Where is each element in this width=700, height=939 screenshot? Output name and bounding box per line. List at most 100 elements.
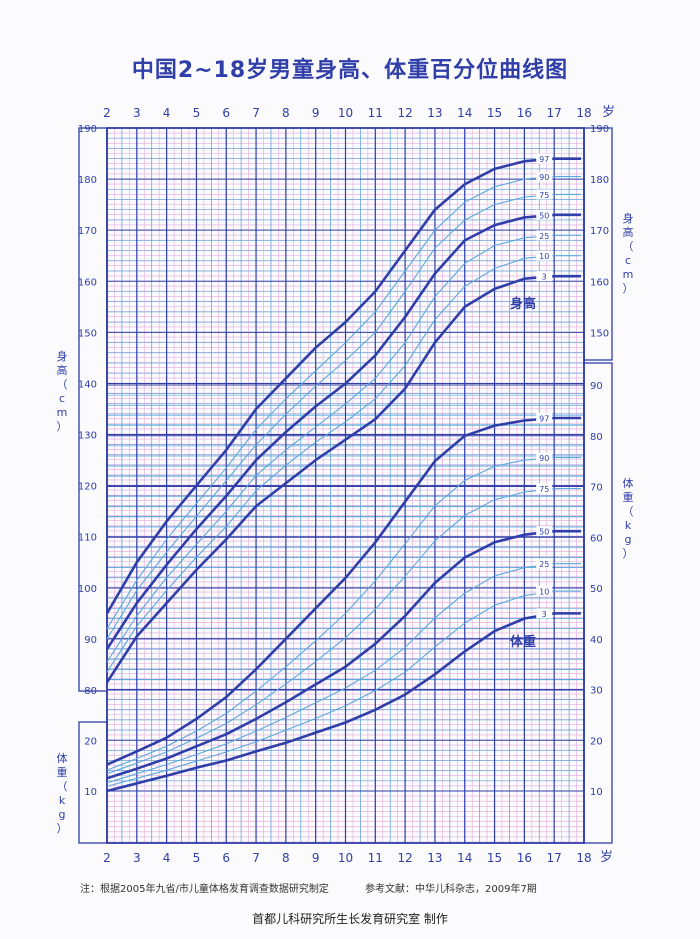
height-tick-left: 100 bbox=[78, 584, 97, 595]
height-curve-p75 bbox=[106, 193, 555, 640]
height-label-p10: 10 bbox=[539, 252, 549, 261]
chart-title: 中国2~18岁男童身高、体重百分位曲线图 bbox=[131, 58, 569, 83]
weight-axis-label-right: 体重（ k g） bbox=[623, 476, 634, 560]
weight-label-bg-p25 bbox=[536, 558, 553, 569]
x-unit-bottom: 岁 bbox=[600, 850, 613, 865]
height-label-bg-p97 bbox=[536, 153, 553, 164]
left-height-scale-box bbox=[78, 127, 108, 692]
weight-tick-left: 20 bbox=[84, 736, 97, 747]
height-tick-left: 140 bbox=[78, 379, 97, 390]
height-tick-left: 170 bbox=[78, 226, 97, 237]
weight-label-p97: 97 bbox=[539, 414, 549, 423]
x-tick-label-top: 10 bbox=[338, 106, 353, 120]
height-curve-p3 bbox=[105, 274, 555, 684]
height-tick-right: 150 bbox=[590, 328, 609, 339]
weight-tick-right: 30 bbox=[590, 686, 603, 697]
x-unit-top: 岁 bbox=[602, 105, 615, 120]
footnote-reference: 参考文献：中华儿科杂志，2009年7期 bbox=[365, 884, 537, 895]
x-tick-label-top: 7 bbox=[252, 106, 260, 120]
weight-tick-right: 50 bbox=[590, 584, 603, 595]
x-tick-label-bottom: 18 bbox=[576, 851, 591, 865]
weight-tick-left: 10 bbox=[84, 787, 97, 798]
x-tick-label-bottom: 10 bbox=[338, 851, 353, 865]
x-tick-label-bottom: 15 bbox=[487, 851, 502, 865]
x-tick-label-top: 11 bbox=[368, 106, 383, 120]
height-tick-left: 180 bbox=[78, 175, 97, 186]
weight-label-p10: 10 bbox=[539, 588, 549, 597]
weight-tick-right: 20 bbox=[590, 736, 603, 747]
height-label-p90: 90 bbox=[539, 173, 549, 182]
height-curves-label: 身高 bbox=[510, 296, 536, 312]
height-curve-p50 bbox=[105, 213, 555, 650]
x-tick-label-bottom: 8 bbox=[282, 851, 290, 865]
weight-tick-right: 40 bbox=[590, 635, 603, 646]
height-label-bg-p50 bbox=[536, 209, 553, 220]
height-tick-left: 110 bbox=[78, 533, 97, 544]
x-tick-label-bottom: 6 bbox=[222, 851, 230, 865]
height-tick-left: 190 bbox=[78, 124, 97, 135]
height-label-p3: 3 bbox=[542, 273, 547, 282]
height-label-bg-p90 bbox=[536, 171, 553, 182]
height-tick-left: 130 bbox=[78, 431, 97, 442]
height-label-p50: 50 bbox=[539, 211, 549, 220]
weight-curve-p97 bbox=[106, 416, 555, 766]
x-tick-label-top: 2 bbox=[103, 106, 111, 120]
x-tick-label-top: 8 bbox=[282, 106, 290, 120]
height-label-bg-p10 bbox=[536, 250, 553, 261]
height-tick-right: 170 bbox=[590, 226, 609, 237]
weight-tick-right: 10 bbox=[590, 787, 603, 798]
x-tick-label-bottom: 2 bbox=[103, 851, 111, 865]
weight-curves-label: 体重 bbox=[510, 634, 536, 650]
x-tick-label-top: 13 bbox=[427, 106, 442, 120]
weight-curve-p90 bbox=[106, 457, 555, 771]
x-tick-label-bottom: 12 bbox=[397, 851, 412, 865]
height-curve-p10 bbox=[106, 255, 555, 673]
weight-axis-label-left: 体重（ k g） bbox=[57, 751, 68, 835]
height-label-p75: 75 bbox=[539, 191, 549, 200]
weight-label-bg-p3 bbox=[536, 608, 553, 619]
weight-tick-right: 70 bbox=[590, 483, 603, 494]
x-tick-label-top: 5 bbox=[193, 106, 201, 120]
height-tick-right: 160 bbox=[590, 277, 609, 288]
x-tick-label-top: 9 bbox=[312, 106, 320, 120]
x-tick-label-bottom: 4 bbox=[163, 851, 171, 865]
weight-label-p25: 25 bbox=[539, 560, 549, 569]
height-tick-left: 150 bbox=[78, 328, 97, 339]
height-tick-right: 180 bbox=[590, 175, 609, 186]
right-weight-scale-box bbox=[583, 362, 613, 844]
x-tick-label-bottom: 11 bbox=[368, 851, 383, 865]
x-tick-label-top: 17 bbox=[547, 106, 562, 120]
height-curve-p90 bbox=[106, 175, 555, 629]
weight-curve-p50 bbox=[106, 529, 555, 780]
height-tick-left: 120 bbox=[78, 482, 97, 493]
x-tick-label-top: 4 bbox=[163, 106, 171, 120]
x-tick-label-top: 16 bbox=[517, 106, 532, 120]
weight-curve-p25 bbox=[106, 563, 555, 784]
weight-label-p75: 75 bbox=[539, 485, 549, 494]
x-tick-label-bottom: 3 bbox=[133, 851, 141, 865]
x-tick-label-top: 15 bbox=[487, 106, 502, 120]
x-tick-label-bottom: 5 bbox=[193, 851, 201, 865]
weight-label-bg-p50 bbox=[536, 526, 553, 537]
x-tick-label-top: 12 bbox=[397, 106, 412, 120]
height-label-bg-p3 bbox=[536, 271, 553, 282]
height-curve-p25 bbox=[106, 234, 555, 663]
x-tick-label-bottom: 14 bbox=[457, 851, 472, 865]
height-label-p25: 25 bbox=[539, 232, 549, 241]
x-tick-label-top: 3 bbox=[133, 106, 141, 120]
height-label-p97: 97 bbox=[539, 155, 549, 164]
weight-label-bg-p10 bbox=[536, 586, 553, 597]
x-tick-label-top: 14 bbox=[457, 106, 472, 120]
weight-label-bg-p97 bbox=[536, 412, 553, 423]
x-tick-label-top: 6 bbox=[222, 106, 230, 120]
weight-curve-p3 bbox=[106, 612, 555, 793]
footnote-source: 注：根据2005年九省/市儿童体格发育调查数据研究制定 bbox=[80, 884, 329, 895]
x-tick-label-bottom: 16 bbox=[517, 851, 532, 865]
x-tick-label-bottom: 9 bbox=[312, 851, 320, 865]
weight-label-p90: 90 bbox=[539, 454, 549, 463]
weight-curve-p10 bbox=[106, 590, 555, 787]
weight-curve-p75 bbox=[106, 487, 555, 775]
height-tick-right: 190 bbox=[590, 124, 609, 135]
height-axis-label-left: 身高（ c m） bbox=[57, 349, 68, 433]
